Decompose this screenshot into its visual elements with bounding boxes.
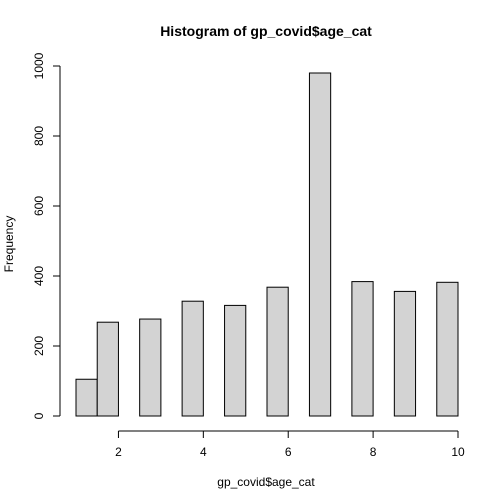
y-tick-label: 0 (32, 412, 46, 419)
x-axis: 2 4 6 8 10 (115, 430, 465, 459)
x-tick-label: 8 (370, 445, 377, 459)
x-tick-label: 10 (451, 445, 465, 459)
histogram-bar (393, 290, 417, 417)
x-axis-label: gp_covid$age_cat (217, 475, 315, 489)
y-tick-label: 200 (32, 336, 46, 356)
x-tick-label: 4 (200, 445, 207, 459)
y-tick-label: 400 (32, 266, 46, 286)
bars-group (75, 72, 459, 417)
y-tick-label: 600 (32, 196, 46, 216)
x-tick-label: 6 (285, 445, 292, 459)
histogram-bar (224, 304, 247, 417)
histogram-bar (96, 321, 119, 417)
histogram-bar (266, 286, 289, 417)
histogram-bar (436, 281, 459, 417)
histogram-bar (308, 72, 332, 417)
y-tick-label: 800 (32, 126, 46, 146)
histogram-bar (351, 281, 374, 417)
x-tick-label: 2 (115, 445, 122, 459)
y-tick-label: 1000 (32, 52, 46, 79)
histogram-bar (181, 300, 204, 417)
y-axis-label: Frequency (2, 216, 16, 273)
y-axis: 0 200 400 600 800 1000 (32, 52, 61, 419)
histogram-bar (139, 318, 162, 417)
chart-title: Histogram of gp_covid$age_cat (160, 23, 372, 39)
histogram-bar (75, 378, 98, 417)
